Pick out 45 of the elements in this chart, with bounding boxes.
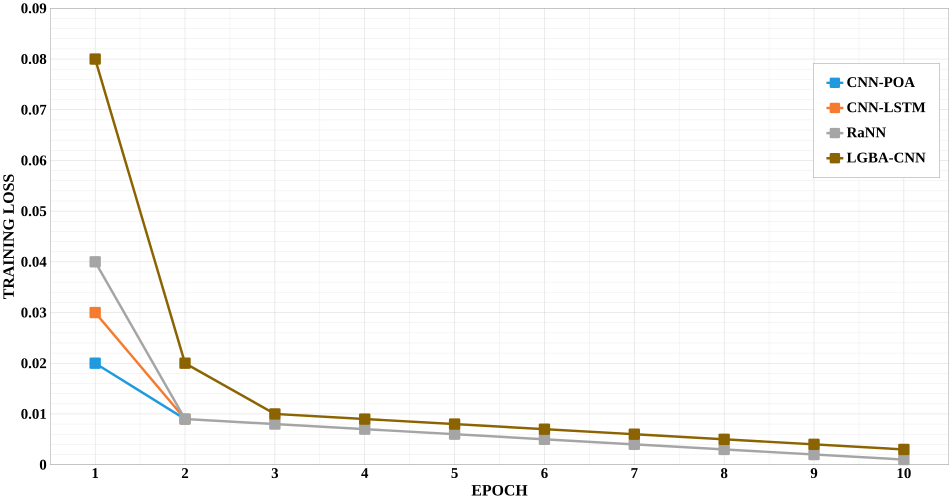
x-tick-label: 6 (541, 468, 548, 478)
y-axis-title: TRAINING LOSS (3, 174, 14, 300)
x-tick-label: 5 (451, 468, 458, 478)
point (538, 424, 550, 435)
legend-label: LGBA-CNN (846, 152, 926, 163)
point (628, 438, 640, 450)
x-tick-label: 7 (631, 468, 638, 478)
x-tick-label: 3 (272, 468, 278, 478)
legend-label: CNN-LSTM (847, 102, 926, 112)
x-tick-label: 10 (898, 468, 911, 478)
point (448, 418, 460, 430)
y-tick-label: 0.09 (21, 3, 46, 14)
y-tick-label: 0.03 (21, 308, 46, 318)
point (269, 408, 281, 420)
point (898, 444, 910, 456)
x-axis-title: EPOCH (472, 485, 528, 496)
y-tick-label: 0.02 (21, 358, 46, 368)
x-tick-label: 9 (810, 468, 818, 478)
y-tick-label: 0.05 (21, 206, 46, 216)
point (89, 53, 101, 65)
point (808, 438, 820, 450)
y-tick-label: 0.04 (21, 256, 46, 267)
point (89, 358, 101, 369)
x-tick-label: 4 (361, 468, 368, 478)
y-tick-label: 0 (40, 460, 46, 470)
x-tick-label: 1 (92, 468, 98, 478)
point (898, 454, 910, 466)
legend-label: CNN-POA (847, 77, 915, 88)
y-tick-label: 0.01 (21, 408, 46, 420)
point (628, 428, 640, 440)
y-tick-label: 0.07 (21, 104, 46, 115)
point (269, 418, 281, 430)
point (718, 434, 730, 446)
x-tick-label: 8 (720, 468, 728, 478)
point (359, 424, 370, 435)
point (89, 306, 101, 318)
x-tick-label: 2 (182, 468, 188, 478)
legend-label: RaNN (846, 128, 886, 138)
y-tick-label: 0.06 (21, 155, 46, 166)
point (359, 413, 370, 425)
y-tick-label: 0.08 (21, 54, 46, 64)
point (179, 358, 191, 369)
point (448, 428, 460, 440)
point (89, 256, 101, 268)
point (718, 444, 730, 456)
